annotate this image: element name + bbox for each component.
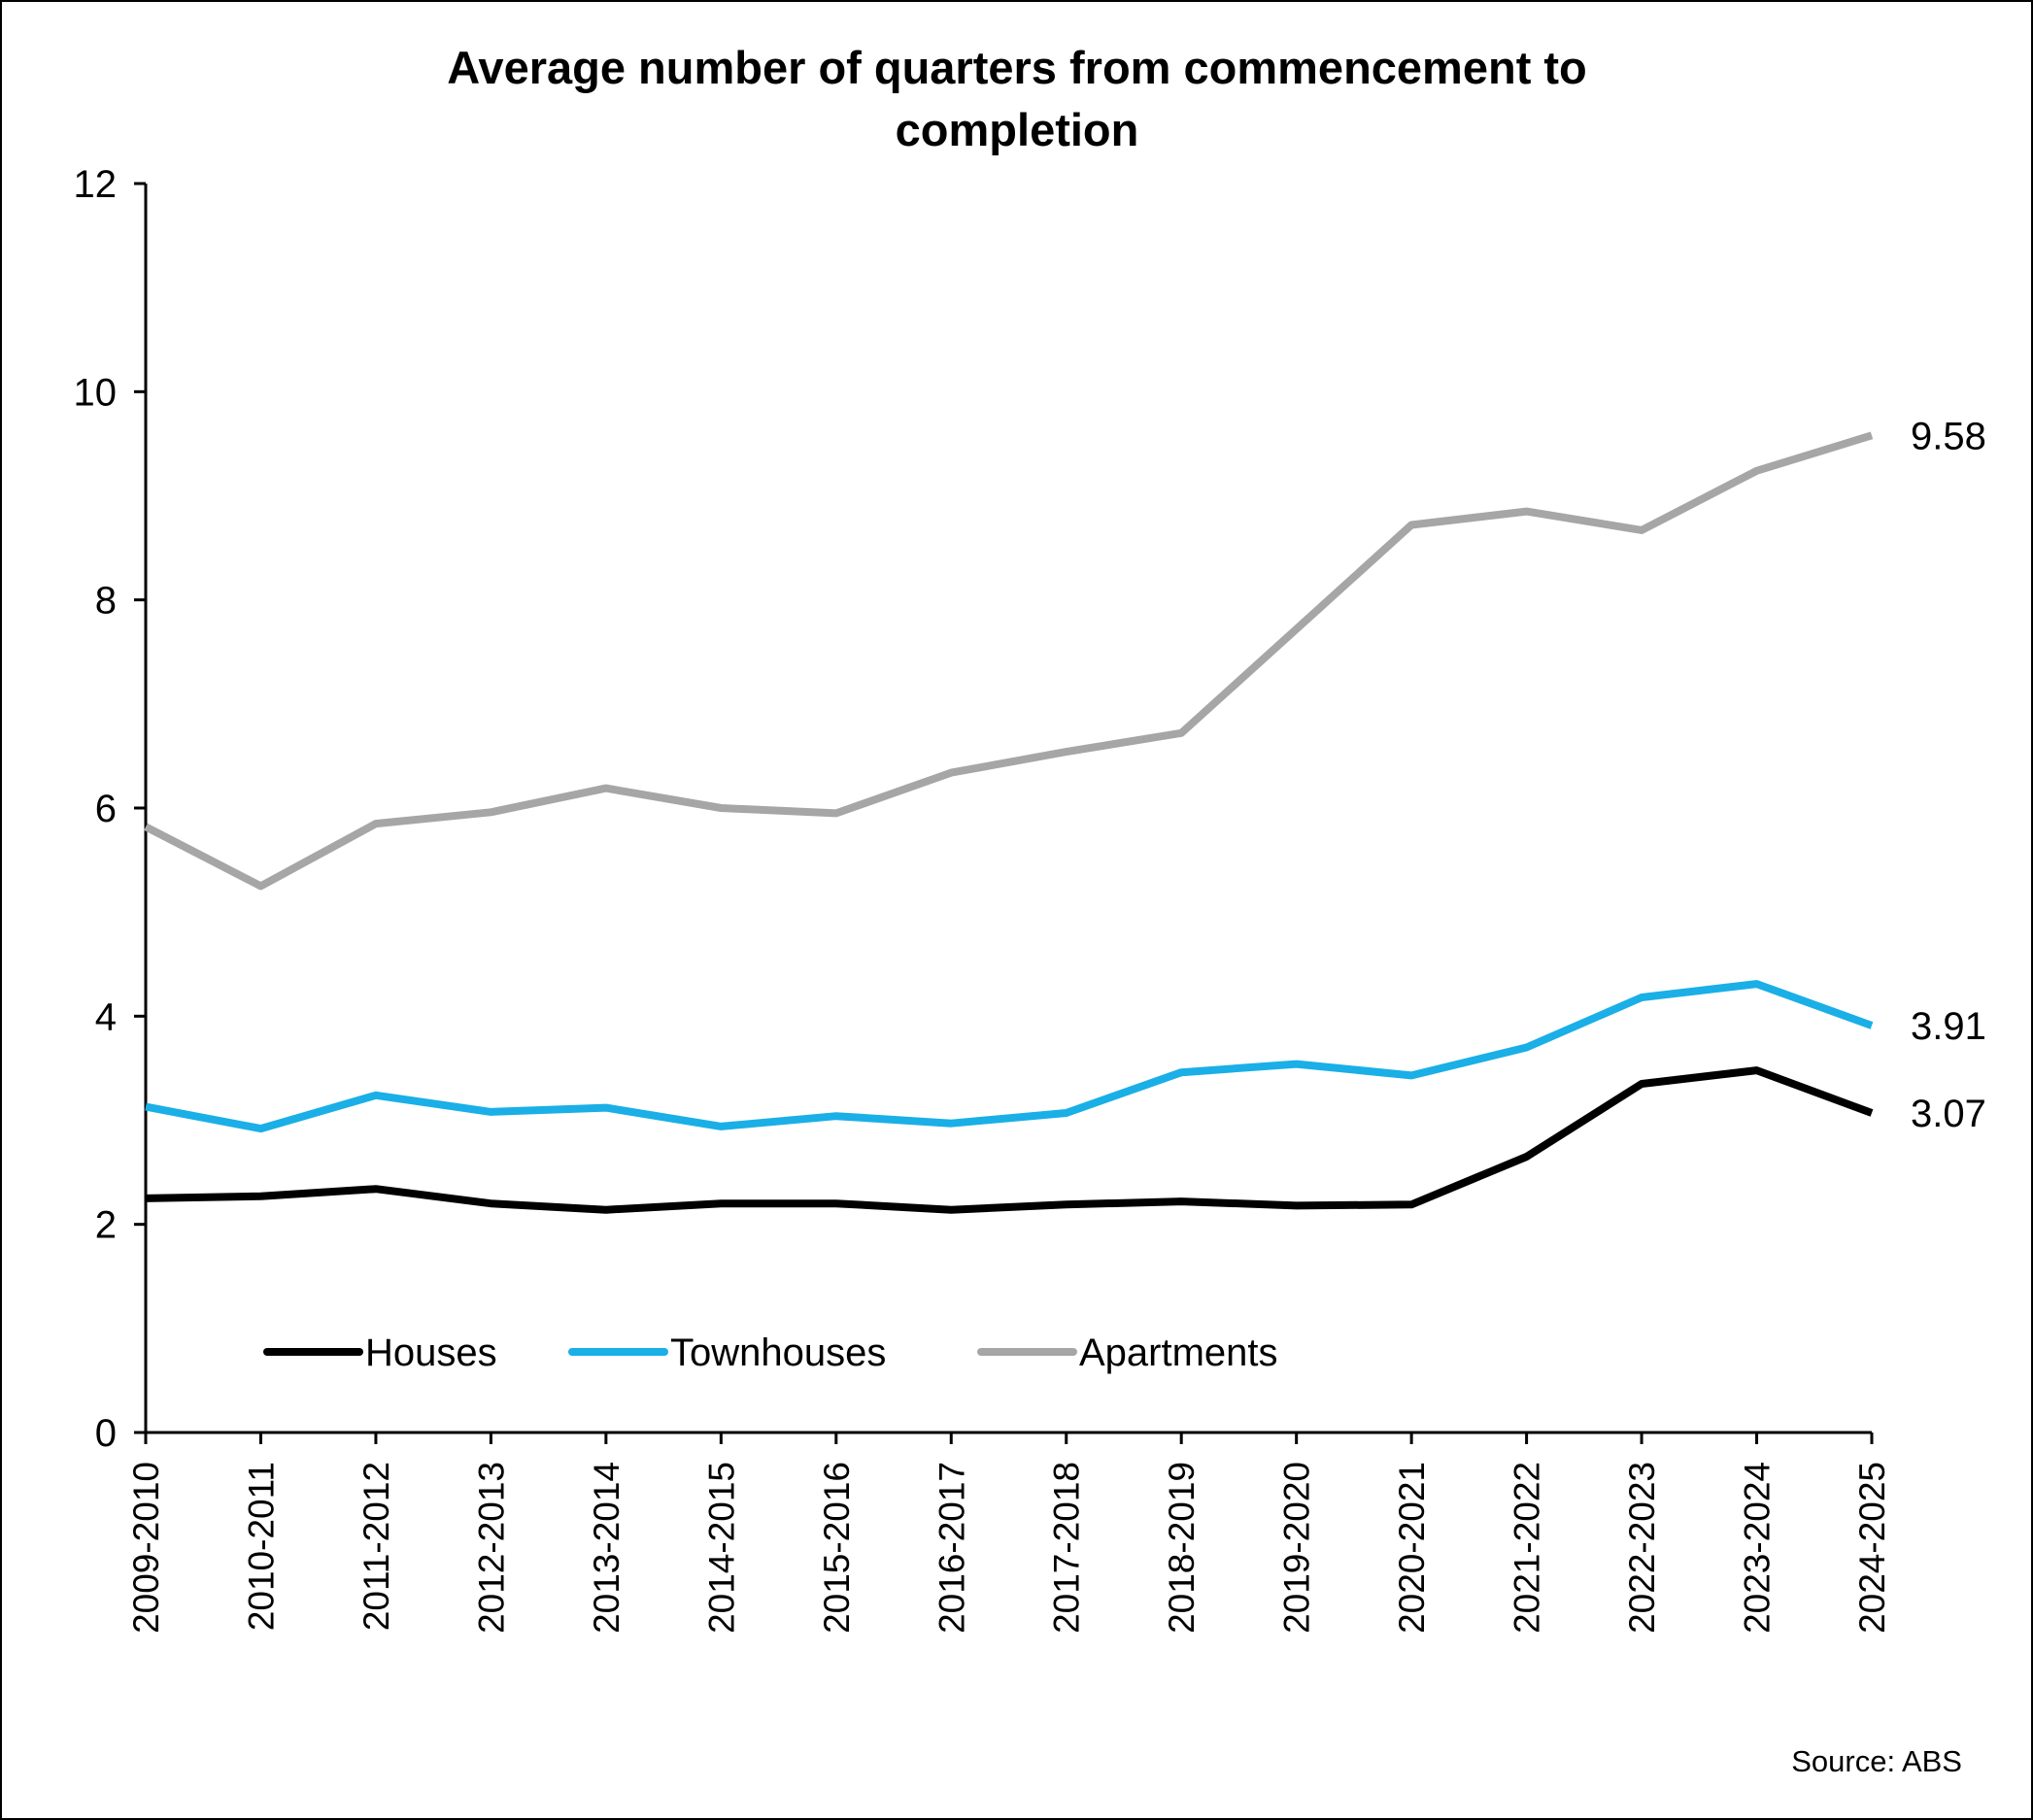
x-tick-label: 2019-2020 xyxy=(1277,1462,1317,1634)
x-tick-label: 2021-2022 xyxy=(1508,1462,1547,1634)
legend-label-townhouses: Townhouses xyxy=(670,1331,886,1374)
chart-title: Average number of quarters from commence… xyxy=(447,42,1587,155)
x-tick-label: 2024-2025 xyxy=(1852,1462,1892,1634)
x-tick-label: 2013-2014 xyxy=(587,1462,627,1634)
x-tick-label: 2017-2018 xyxy=(1047,1462,1087,1634)
legend-label-apartments: Apartments xyxy=(1079,1331,1278,1374)
chart-title-line-1: Average number of quarters from commence… xyxy=(447,42,1587,93)
chart-title-line-2: completion xyxy=(896,104,1139,155)
x-tick-label: 2022-2023 xyxy=(1622,1462,1662,1634)
x-tick-label: 2015-2016 xyxy=(817,1462,857,1634)
end-label-houses: 3.07 xyxy=(1911,1093,1986,1135)
x-tick-label: 2009-2010 xyxy=(126,1462,166,1634)
y-tick-label: 6 xyxy=(95,788,117,830)
legend-label-houses: Houses xyxy=(365,1331,497,1374)
y-axis-ticks: 0 2 4 6 8 10 12 xyxy=(74,163,146,1455)
y-tick-label: 8 xyxy=(95,580,117,623)
end-label-apartments: 9.58 xyxy=(1911,415,1986,457)
y-tick-label: 0 xyxy=(95,1412,117,1455)
x-tick-label: 2011-2012 xyxy=(356,1462,396,1631)
series-line-apartments xyxy=(144,431,1874,891)
x-tick-label: 2016-2017 xyxy=(932,1462,971,1634)
x-tick-label: 2018-2019 xyxy=(1162,1462,1202,1634)
y-tick-label: 10 xyxy=(74,371,118,414)
y-tick-label: 4 xyxy=(95,995,117,1038)
x-tick-label: 2023-2024 xyxy=(1738,1462,1778,1634)
end-value-labels: 3.07 3.91 9.58 xyxy=(1911,415,1986,1135)
axes xyxy=(144,184,1872,1434)
y-tick-label: 12 xyxy=(74,163,118,206)
series-line-houses xyxy=(145,1066,1874,1214)
series-line-townhouses xyxy=(145,980,1874,1133)
series-lines xyxy=(144,431,1874,1214)
end-label-townhouses: 3.91 xyxy=(1911,1005,1986,1048)
y-tick-label: 2 xyxy=(95,1204,117,1247)
x-tick-label: 2010-2011 xyxy=(241,1462,281,1631)
x-tick-label: 2014-2015 xyxy=(701,1462,741,1634)
x-axis-ticks: 2009-2010 2010-2011 2011-2012 2012-2013 2013… xyxy=(126,1432,1892,1634)
x-tick-label: 2020-2021 xyxy=(1392,1462,1432,1634)
source-note: Source: ABS xyxy=(1791,1744,1962,1778)
legend: Houses Townhouses Apartments xyxy=(263,1331,1278,1374)
x-tick-label: 2012-2013 xyxy=(471,1462,511,1634)
